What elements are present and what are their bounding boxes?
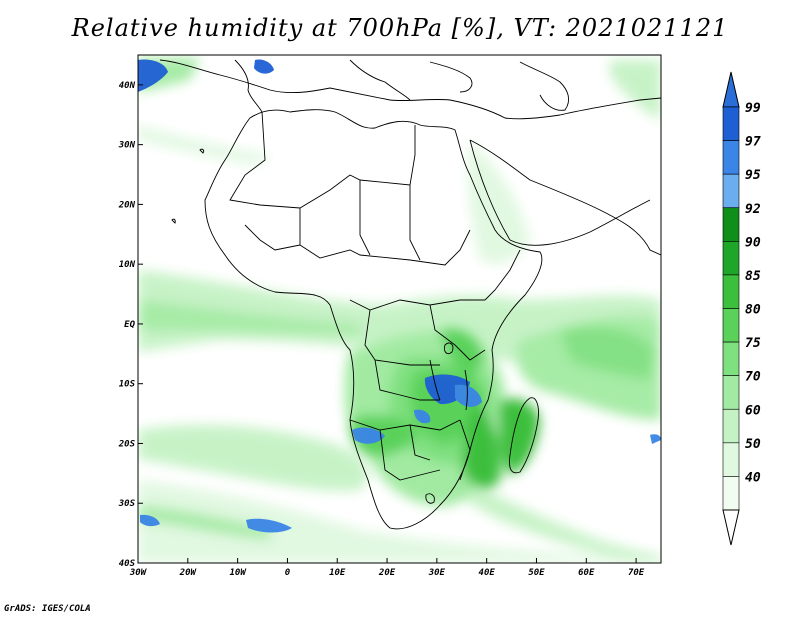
- colorbar-label: 97: [745, 135, 761, 150]
- colorbar-swatch: [722, 442, 740, 477]
- colorbar-label: 90: [745, 235, 761, 250]
- lat-tick-label: EQ: [124, 320, 135, 330]
- colorbar-label: 50: [745, 437, 761, 452]
- lon-tick-label: 30W: [129, 568, 148, 578]
- colorbar: 99 97 95 92 90 85 80 75 70 60 50 40: [722, 71, 761, 546]
- lat-tick-label: 40S: [119, 559, 136, 569]
- colorbar-swatch: [722, 106, 740, 141]
- colorbar-label: 60: [745, 403, 761, 418]
- lat-tick-label: 40N: [119, 81, 136, 91]
- colorbar-label: 80: [745, 303, 761, 318]
- colorbar-swatch: [722, 274, 740, 309]
- colorbar-swatch: [722, 408, 740, 444]
- lat-tick-label: 10S: [119, 380, 136, 390]
- colorbar-top-arrow: [722, 71, 740, 108]
- lat-tick-label: 30N: [118, 141, 136, 151]
- lon-tick-label: 70E: [628, 568, 645, 578]
- colorbar-bottom-arrow: [722, 509, 740, 546]
- colorbar-swatch: [722, 375, 740, 410]
- colorbar-swatch: [722, 241, 740, 276]
- colorbar-swatch: [722, 207, 740, 242]
- lon-tick-label: 20E: [378, 568, 396, 578]
- colorbar-swatch: [722, 140, 740, 175]
- axis-ticks: 30W 20W 10W 0 10E 20E 30E 40E 50E 60E 70E 40N 30N 20N…: [118, 81, 645, 578]
- lon-tick-label: 30E: [428, 568, 446, 578]
- lon-tick-label: 40E: [479, 568, 496, 578]
- lon-tick-label: 20W: [179, 568, 198, 578]
- colorbar-label: 75: [745, 336, 761, 351]
- colorbar-swatch: [722, 341, 740, 376]
- map-frame: [137, 54, 662, 564]
- lon-tick-label: 50E: [528, 568, 545, 578]
- colorbar-label: 85: [745, 269, 761, 284]
- lat-tick-label: 10N: [119, 260, 136, 270]
- lon-tick-label: 10W: [229, 568, 247, 578]
- colorbar-label: 95: [745, 168, 761, 183]
- colorbar-swatch: [722, 173, 740, 209]
- lat-tick-label: 20S: [118, 439, 136, 449]
- lat-tick-label: 30S: [118, 499, 136, 509]
- colorbar-label: 92: [745, 202, 761, 217]
- lon-tick-label: 0: [285, 568, 291, 578]
- lon-tick-label: 10E: [329, 568, 346, 578]
- coastlines: [159, 59, 661, 530]
- colorbar-label: 70: [745, 370, 761, 385]
- colorbar-label: 99: [745, 101, 761, 116]
- chart-title: Relative humidity at 700hPa [%], VT: 202…: [71, 14, 729, 42]
- lon-tick-label: 60E: [578, 568, 595, 578]
- colorbar-swatch: [722, 476, 740, 511]
- humidity-field: [138, 55, 661, 563]
- lat-tick-label: 20N: [118, 200, 136, 210]
- grads-credit: GrADS: IGES/COLA: [4, 604, 91, 614]
- colorbar-label: 40: [745, 470, 761, 485]
- colorbar-swatch: [722, 308, 740, 343]
